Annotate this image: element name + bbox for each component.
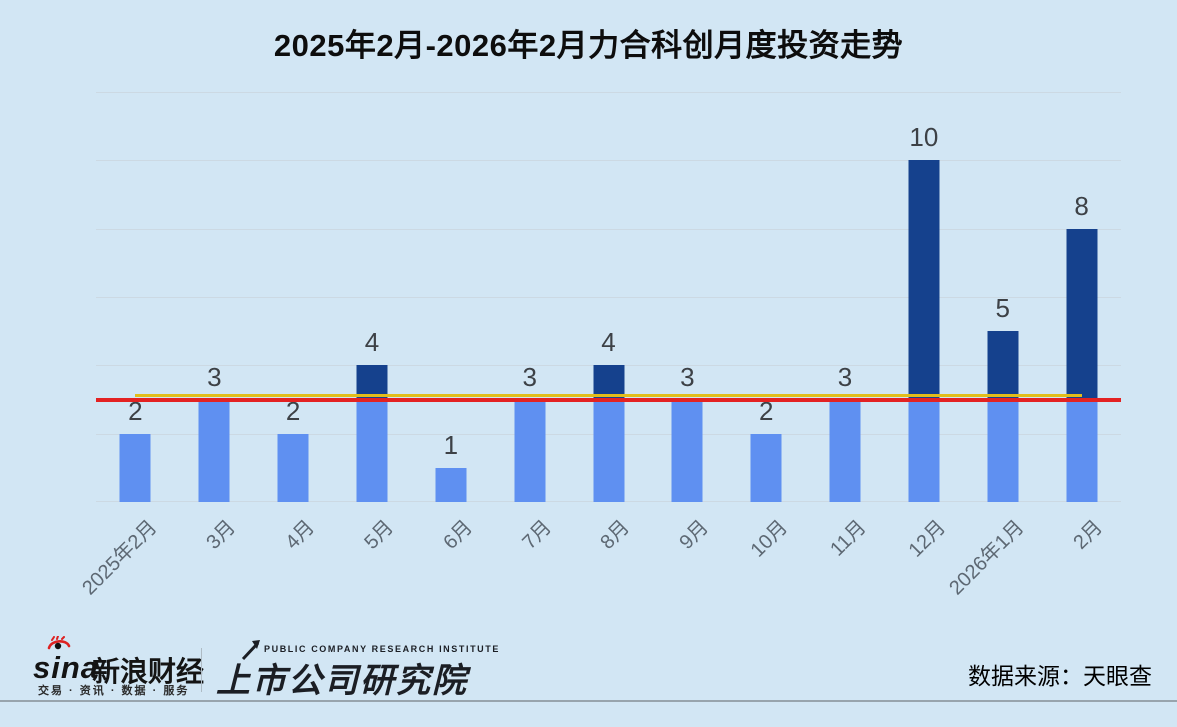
sina-finance-brand: 新浪财经	[92, 656, 205, 687]
bar-below-average-segment	[514, 399, 546, 502]
x-axis-label: 2025年2月	[78, 516, 162, 600]
gridline	[96, 92, 1121, 93]
bar-above-average-segment	[1066, 228, 1098, 398]
x-axis-label: 2026年1月	[945, 516, 1029, 600]
bar-above-average-segment	[593, 365, 624, 398]
bar-below-average-segment	[593, 397, 624, 502]
bar-value-label: 4	[601, 327, 616, 358]
institute-name-en: PUBLIC COMPANY RESEARCH INSTITUTE	[264, 644, 500, 654]
bar-below-average-segment	[435, 467, 467, 502]
x-axis-label: 3月	[202, 516, 241, 554]
institute-name-cn: 上市公司研究院	[216, 662, 468, 700]
bar-value-label: 2	[758, 395, 774, 426]
x-axis-label: 6月	[439, 516, 477, 554]
bar-below-average-segment	[1066, 397, 1098, 502]
bar-value-label: 8	[1074, 190, 1089, 221]
x-axis-label: 12月	[904, 516, 950, 562]
bar-value-label: 3	[522, 361, 537, 392]
x-axis-label: 7月	[517, 516, 556, 554]
bar-above-average-segment	[356, 365, 388, 398]
plot-area: 2 3 2 4 1 3 4 3 2 3 10 5 8	[96, 92, 1121, 502]
yellow-reference-line	[135, 393, 1082, 397]
x-axis-label: 5月	[360, 516, 398, 554]
x-axis-label: 8月	[596, 516, 635, 554]
bar-below-average-segment	[671, 399, 703, 502]
bar-above-average-segment	[908, 160, 940, 398]
gridline	[96, 228, 1121, 230]
x-axis-label: 9月	[675, 516, 714, 554]
sina-tagline: 交易 · 资讯 · 数据 · 服务	[38, 685, 190, 697]
bar-below-average-segment	[987, 397, 1019, 502]
bar-below-average-segment	[119, 433, 151, 502]
bar-value-label: 3	[680, 361, 695, 392]
bar-below-average-segment	[750, 433, 782, 502]
bar-value-label: 4	[364, 327, 380, 358]
chart-title: 2025年2月-2026年2月力合科创月度投资走势	[273, 28, 904, 63]
gridline	[96, 160, 1121, 162]
gridline	[96, 297, 1121, 298]
footer-vertical-divider	[201, 648, 202, 692]
bar-below-average-segment	[356, 397, 388, 502]
red-reference-line	[96, 397, 1121, 402]
bar-value-label: 10	[909, 122, 939, 153]
bar-below-average-segment	[277, 433, 309, 502]
x-axis-label: 2月	[1069, 516, 1108, 554]
bar-below-average-segment	[198, 399, 230, 502]
x-axis-label: 10月	[746, 516, 793, 562]
trend-arrow-icon	[240, 638, 264, 667]
sina-logo-wordmark: sina	[33, 650, 100, 685]
data-source-label: 数据来源：天眼查	[968, 663, 1152, 689]
x-axis-label: 11月	[826, 516, 871, 561]
bar-below-average-segment	[908, 397, 940, 502]
bar-above-average-segment	[987, 331, 1019, 398]
bar-value-label: 2	[128, 395, 143, 426]
bar-value-label: 5	[995, 293, 1010, 324]
sina-eye-icon	[46, 635, 72, 658]
bar-value-label: 2	[285, 395, 301, 426]
bar-value-label: 3	[207, 361, 222, 392]
footer-divider-line	[0, 700, 1177, 702]
bar-value-label: 1	[443, 429, 459, 460]
bar-below-average-segment	[829, 399, 861, 502]
x-axis-label: 4月	[281, 516, 319, 554]
bar-value-label: 3	[837, 361, 853, 392]
